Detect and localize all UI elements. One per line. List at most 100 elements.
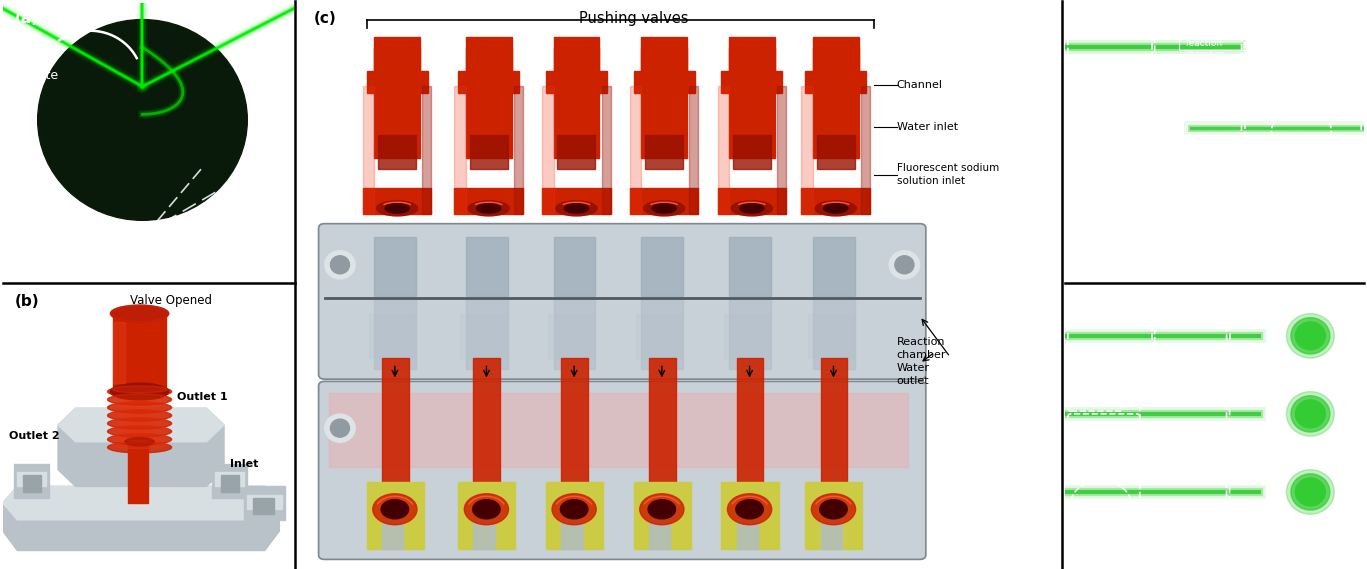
Ellipse shape [727,494,772,525]
Ellipse shape [112,442,167,448]
Bar [723,314,770,358]
Text: Outlet 1: Outlet 1 [178,392,228,402]
Bar [805,481,863,549]
Bar [375,237,416,295]
Bar [381,358,409,521]
Ellipse shape [376,201,418,216]
Text: (a): (a) [15,11,38,26]
Ellipse shape [112,402,167,409]
Circle shape [1286,391,1334,436]
Text: Outlet 2: Outlet 2 [8,431,59,441]
Ellipse shape [112,386,167,393]
Bar [454,86,466,214]
Ellipse shape [111,384,168,400]
Text: Outlet (Blocked
by piston): Outlet (Blocked by piston) [1155,134,1219,154]
Bar [813,48,858,158]
Bar [776,86,786,214]
FancyBboxPatch shape [319,381,925,559]
Ellipse shape [552,494,596,525]
Polygon shape [3,486,279,520]
Bar [634,71,694,93]
Bar [636,314,682,358]
Bar [729,299,771,369]
Ellipse shape [556,201,597,216]
Ellipse shape [889,251,920,279]
Ellipse shape [325,251,355,279]
Bar [649,522,670,549]
Ellipse shape [112,410,167,417]
Bar [808,314,854,358]
Bar [366,481,424,549]
Text: 2mm: 2mm [1087,244,1114,254]
Bar [422,86,432,214]
Bar [820,358,848,521]
Bar [458,71,519,93]
Ellipse shape [112,394,167,401]
Bar [820,522,842,549]
Ellipse shape [381,500,409,519]
Ellipse shape [820,500,848,519]
Ellipse shape [731,201,772,216]
Bar [375,48,420,158]
Bar [722,71,782,93]
Bar [554,237,596,295]
Text: 1mm: 1mm [185,233,212,242]
Text: Reaction
chamber: Reaction chamber [897,337,946,360]
Circle shape [1286,469,1334,514]
Ellipse shape [465,494,509,525]
Bar [729,36,775,71]
Polygon shape [57,409,224,442]
Bar [733,135,771,169]
Bar [18,472,46,486]
Ellipse shape [325,414,355,442]
Circle shape [1296,322,1326,350]
Text: Water
outlet: Water outlet [897,363,930,386]
Bar [729,237,771,295]
Ellipse shape [815,201,856,216]
Text: Fluorescent sodium
solution inlet: Fluorescent sodium solution inlet [897,163,999,186]
FancyBboxPatch shape [245,486,286,520]
Ellipse shape [824,204,848,213]
Bar [381,522,403,549]
Text: Water inlet: Water inlet [1281,134,1326,143]
Ellipse shape [111,305,168,322]
Bar [722,481,779,549]
Text: Inlet: Inlet [230,459,258,469]
Bar [215,472,245,486]
Bar [641,48,688,158]
Bar [558,135,596,169]
Ellipse shape [108,410,172,421]
Text: (d): (d) [1077,11,1102,26]
Bar [554,299,596,369]
Bar [466,237,507,295]
Ellipse shape [108,386,172,397]
Bar [369,314,416,358]
Bar [718,188,786,214]
Bar [641,237,684,295]
Bar [362,86,375,214]
Ellipse shape [112,426,167,432]
Ellipse shape [895,256,915,274]
Ellipse shape [111,305,168,322]
Bar [545,71,607,93]
Bar [461,314,507,358]
Bar [718,86,729,214]
Ellipse shape [565,204,588,213]
Bar [362,188,432,214]
Ellipse shape [735,500,763,519]
Bar [601,86,611,214]
Ellipse shape [648,500,675,519]
Bar [1152,328,1229,350]
Ellipse shape [112,434,167,440]
Bar [813,237,854,295]
Ellipse shape [473,500,500,519]
FancyBboxPatch shape [15,464,49,497]
Ellipse shape [468,201,510,216]
Text: (c): (c) [313,11,336,26]
Ellipse shape [812,494,856,525]
Bar [458,481,515,549]
Ellipse shape [108,434,172,445]
Bar [729,48,775,158]
Ellipse shape [112,418,167,424]
Circle shape [1296,400,1326,428]
